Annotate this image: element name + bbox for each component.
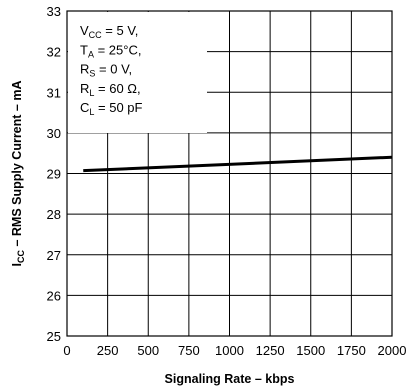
condition-label: CL = 50 pF (80, 100, 143, 117)
conditions-background (68, 12, 207, 133)
x-tick-labels: 0 250 500 750 1000 1250 1500 1750 2000 (63, 343, 406, 358)
y-tick-label: 33 (47, 4, 61, 19)
x-tick-label: 0 (63, 343, 70, 358)
condition-subscript: CC (89, 30, 102, 40)
y-tick-label: 28 (47, 207, 61, 222)
conditions-box: VCC = 5 V,TA = 25°C,RS = 0 V,RL = 60 Ω,C… (68, 12, 207, 133)
y-axis-title-rest: – RMS Supply Current – mA (10, 81, 24, 250)
condition-value: = 25°C, (94, 42, 141, 57)
condition-subscript: L (89, 88, 94, 98)
y-axis-title: ICC – RMS Supply Current – mA (10, 81, 26, 267)
x-tick-label: 500 (137, 343, 159, 358)
y-tick-label: 32 (47, 45, 61, 60)
condition-symbol: R (80, 81, 89, 96)
y-tick-label: 27 (47, 248, 61, 263)
condition-symbol: V (80, 23, 89, 38)
y-tick-label: 30 (47, 126, 61, 141)
condition-label: RL = 60 Ω, (80, 81, 141, 98)
plot-frame (66, 10, 393, 337)
y-tick-label: 29 (47, 167, 61, 182)
x-tick-label: 750 (178, 343, 200, 358)
condition-value: = 60 Ω, (94, 81, 140, 96)
y-axis-title-main: I (10, 263, 24, 266)
condition-value: = 50 pF (94, 100, 142, 115)
x-tick-label: 2000 (378, 343, 407, 358)
y-axis-title-sub: CC (16, 250, 26, 263)
x-axis-title: Signaling Rate – kbps (165, 372, 295, 386)
series-group (83, 155, 393, 173)
condition-subscript: S (89, 69, 95, 79)
condition-symbol: R (80, 62, 89, 77)
condition-subscript: A (88, 49, 94, 59)
x-tick-label: 1500 (296, 343, 325, 358)
x-tick-label: 1750 (337, 343, 366, 358)
series-line (83, 155, 393, 173)
condition-value: = 5 V, (102, 23, 139, 38)
condition-label: VCC = 5 V, (80, 23, 138, 40)
condition-symbol: C (80, 100, 89, 115)
condition-value: = 0 V, (95, 62, 132, 77)
x-tick-label: 1250 (256, 343, 285, 358)
y-tick-label: 26 (47, 288, 61, 303)
y-tick-labels: 25 26 27 28 29 30 31 32 33 (47, 4, 61, 344)
y-tick-label: 25 (47, 329, 61, 344)
x-tick-label: 1000 (215, 343, 244, 358)
condition-label: RS = 0 V, (80, 62, 132, 79)
condition-label: TA = 25°C, (80, 42, 141, 59)
x-tick-label: 250 (97, 343, 119, 358)
y-tick-label: 31 (47, 85, 61, 100)
condition-subscript: L (89, 107, 94, 117)
condition-symbol: T (80, 42, 88, 57)
